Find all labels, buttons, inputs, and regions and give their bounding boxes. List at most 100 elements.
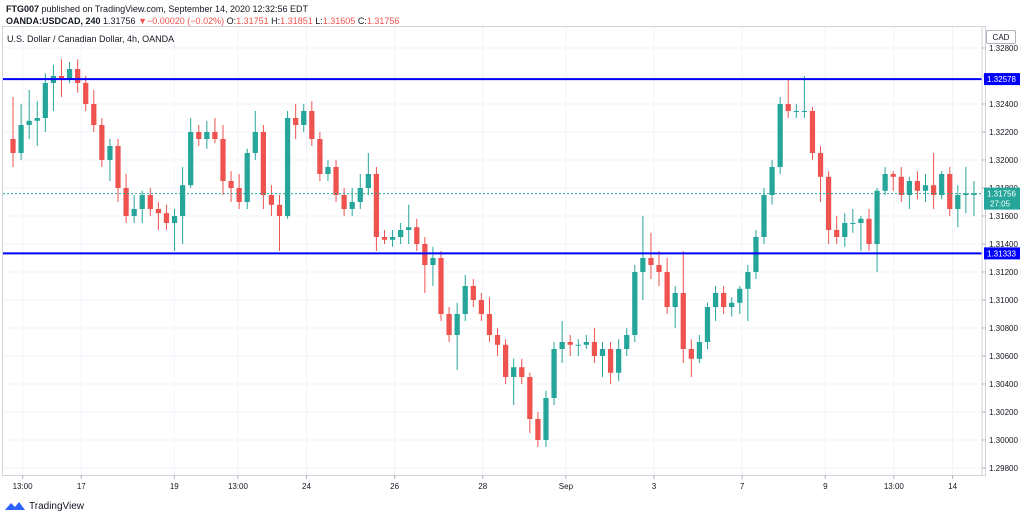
y-tick-label: 1.31000 [989, 296, 1018, 305]
currency-badge[interactable]: CAD [986, 30, 1016, 44]
candle [914, 171, 921, 200]
candle [470, 279, 476, 307]
x-tick-label: 24 [302, 482, 311, 491]
candle [785, 78, 791, 118]
candle [850, 209, 856, 233]
candle-body [486, 314, 493, 335]
candle-body [664, 272, 670, 307]
footer-brand[interactable]: TradingView [29, 500, 85, 512]
candle [212, 118, 218, 144]
candle [753, 230, 759, 279]
tradingview-logo-icon[interactable] [4, 500, 26, 512]
x-tick-label: 7 [740, 482, 745, 491]
candle-body [769, 167, 775, 195]
y-tick-label: 1.30600 [989, 352, 1018, 361]
candle [147, 188, 153, 216]
candle-body [729, 302, 735, 307]
open-value: 1.31751 [236, 16, 269, 26]
candle-body [244, 153, 250, 202]
y-tick-label: 1.30400 [989, 380, 1018, 389]
candle-body [914, 181, 921, 191]
candle-body [809, 111, 816, 153]
publish-line: FTG007 published on TradingView.com, Sep… [6, 3, 399, 15]
y-tick-label: 1.32400 [989, 100, 1018, 109]
high-label: H: [271, 16, 281, 26]
candle-body [882, 174, 888, 191]
candle-body [519, 367, 525, 377]
price-line-tag [984, 247, 1020, 260]
candle [559, 321, 565, 363]
publish-info: published on TradingView.com, September … [39, 4, 309, 14]
candle-body [268, 195, 275, 205]
chart-title: U.S. Dollar / Canadian Dollar, 4h, OANDA [7, 34, 175, 44]
candle [882, 167, 888, 195]
candle-body [389, 237, 396, 240]
candle [712, 286, 719, 321]
candle-body [83, 83, 89, 104]
candle [971, 181, 977, 216]
candle-body [696, 342, 703, 359]
candle [107, 139, 113, 181]
candle [825, 171, 832, 244]
candle-body [430, 258, 436, 265]
candle [793, 104, 799, 118]
candle-body [753, 237, 759, 272]
low-label: L: [315, 16, 323, 26]
publisher-name[interactable]: FTG007 [6, 4, 40, 14]
candle-body [599, 349, 606, 356]
candle [898, 167, 904, 202]
candle-body [817, 153, 824, 177]
candle [955, 185, 961, 228]
candle-body [373, 174, 380, 237]
candle-body [575, 344, 581, 346]
candle [680, 251, 686, 363]
candle-body [462, 286, 468, 314]
candle-body [381, 237, 388, 240]
candle [906, 176, 912, 209]
candle-body [656, 265, 662, 272]
candle [438, 251, 444, 321]
candle-body [325, 167, 331, 174]
candle-body [446, 314, 452, 335]
candle-body [721, 293, 727, 307]
candle [42, 73, 48, 132]
candle [704, 302, 711, 349]
candle [599, 342, 606, 377]
candle [171, 209, 178, 251]
candle [930, 153, 937, 209]
candle [607, 342, 614, 384]
candle [809, 106, 816, 160]
candle-body [616, 349, 622, 373]
candle [696, 335, 703, 363]
candle-body [858, 218, 864, 223]
candle [446, 307, 452, 342]
candle [567, 335, 573, 356]
candle-body [147, 195, 153, 209]
candle [874, 188, 880, 272]
candle [729, 297, 735, 317]
candle [179, 167, 186, 244]
candle [737, 286, 743, 314]
ohlc-line: OANDA:USDCAD, 240 1.31756 ▼−0.00020 (−0.… [6, 15, 399, 27]
x-tick-label: 28 [478, 482, 487, 491]
candle-body [543, 398, 549, 440]
footer: TradingView [4, 500, 84, 512]
candle-body [42, 83, 48, 118]
y-tick-label: 1.32000 [989, 156, 1018, 165]
candle [640, 216, 646, 300]
candle-body [317, 139, 323, 174]
candle [454, 302, 460, 370]
candle [519, 358, 525, 384]
candle [196, 125, 202, 146]
candle-body [704, 307, 711, 342]
candle-body [58, 76, 65, 79]
candle-body [349, 202, 355, 209]
candle [34, 101, 40, 146]
candle [365, 153, 371, 195]
y-tick-label: 1.32800 [989, 44, 1018, 53]
candle [115, 139, 121, 202]
candle [309, 101, 315, 146]
candle-body [333, 167, 339, 195]
candle [26, 90, 32, 139]
